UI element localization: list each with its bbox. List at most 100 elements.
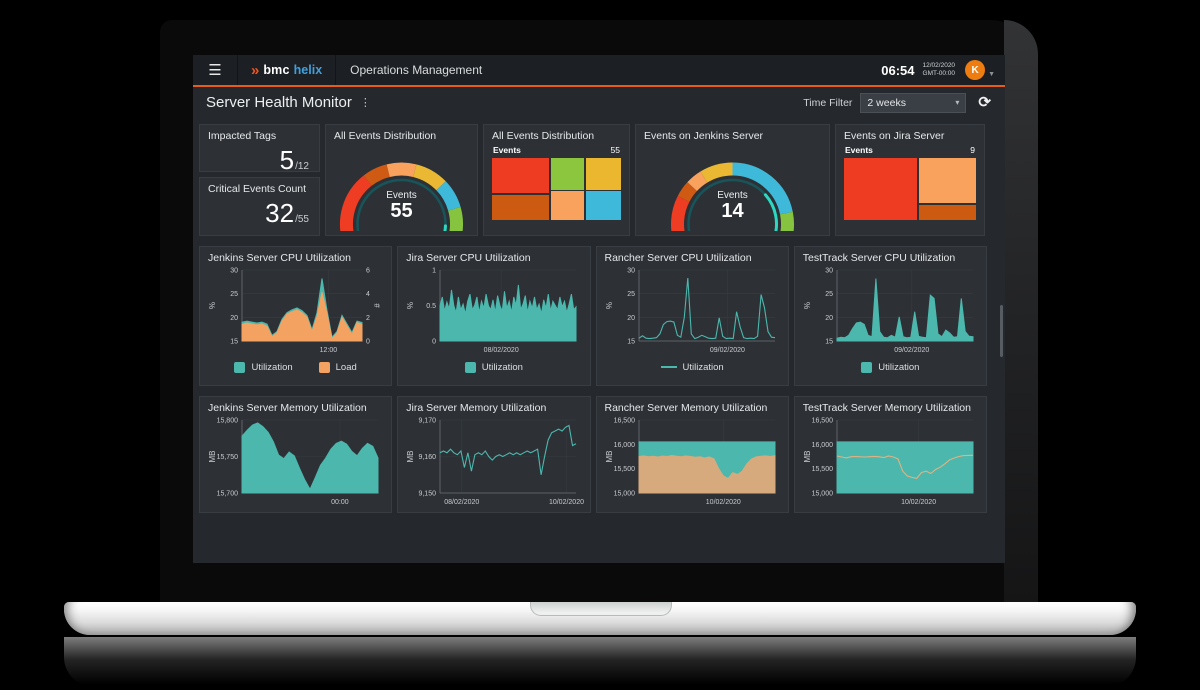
legend-item[interactable]: Utilization: [234, 361, 293, 373]
panel-title: Events on Jenkins Server: [644, 130, 764, 142]
legend-item[interactable]: Load: [318, 361, 357, 373]
treemap-cell[interactable]: [919, 204, 976, 220]
svg-text:15,500: 15,500: [811, 466, 833, 473]
svg-text:09/02/2020: 09/02/2020: [894, 347, 929, 354]
legend-item[interactable]: Utilization: [464, 361, 523, 373]
jenkins-memory-panel[interactable]: Jenkins Server Memory Utilization 15,700…: [199, 396, 393, 513]
line-chart: 15 20 25 30 0 2 4 6 12:00% #: [205, 265, 386, 355]
legend-square-swatch: [234, 361, 246, 373]
critical-events-tile[interactable]: Critical Events Count 32 /55: [199, 177, 320, 236]
svg-text:15: 15: [627, 339, 635, 346]
brand-bmc: bmc: [263, 63, 290, 77]
svg-text:10/02/2020: 10/02/2020: [705, 499, 740, 506]
clock: 06:54: [881, 62, 915, 78]
jira-memory-panel[interactable]: Jira Server Memory Utilization 9,150 9,16…: [397, 396, 591, 513]
svg-text:10/02/2020: 10/02/2020: [901, 499, 936, 506]
avatar[interactable]: K: [965, 60, 986, 80]
treemap-cell[interactable]: [586, 158, 621, 190]
panel-title: Jenkins Server Memory Utilization: [208, 402, 367, 414]
svg-text:9,160: 9,160: [419, 454, 437, 461]
caret-down-icon: ▾: [955, 98, 960, 107]
svg-text:MB: MB: [803, 451, 812, 463]
bmc-helix-logo: » bmc helix: [237, 55, 337, 85]
svg-text:20: 20: [825, 315, 833, 322]
events-jira-treemap-panel[interactable]: Events on Jira Server Events 9: [835, 124, 985, 236]
line-chart: 15 20 25 30 09/02/2020%: [602, 265, 783, 355]
treemap-cell[interactable]: [844, 158, 917, 220]
svg-text:30: 30: [825, 268, 833, 275]
rancher-cpu-panel[interactable]: Rancher Server CPU Utilization 15 20 25 30 0…: [595, 246, 789, 386]
chart-legend: Utilization: [398, 355, 589, 379]
treemap-chart: [492, 158, 621, 220]
brand-helix: helix: [293, 63, 323, 77]
timezone-label: GMT-00:00: [922, 70, 956, 77]
svg-text:08/02/2020: 08/02/2020: [484, 347, 519, 354]
product-title: Operations Management: [350, 63, 483, 77]
jira-cpu-panel[interactable]: Jira Server CPU Utilization 0 0.5 1 08/02/2…: [397, 246, 591, 386]
svg-text:Events: Events: [386, 190, 417, 201]
all-events-distribution-gauge-panel[interactable]: All Events Distribution Events 55: [325, 124, 478, 236]
jenkins-cpu-panel[interactable]: Jenkins Server CPU Utilization 15 20 25 30 0…: [199, 246, 393, 386]
treemap-cell[interactable]: [919, 158, 976, 203]
svg-text:20: 20: [230, 315, 238, 322]
treemap-cell[interactable]: [550, 191, 585, 220]
line-chart: 9,150 9,160 9,170 08/02/2020 10/02/2020 MB: [403, 415, 584, 507]
svg-text:1: 1: [432, 268, 436, 275]
impacted-tags-tile[interactable]: Impacted Tags 5 /12: [199, 124, 320, 175]
rancher-memory-panel[interactable]: Rancher Server Memory Utilization 15,000…: [595, 396, 789, 513]
svg-text:Events: Events: [717, 190, 748, 201]
svg-text:MB: MB: [605, 451, 614, 463]
date-label: 12/02/2020: [922, 61, 956, 69]
svg-text:15,000: 15,000: [811, 491, 833, 498]
svg-text:0.5: 0.5: [427, 303, 437, 310]
svg-text:9,150: 9,150: [419, 491, 437, 498]
all-events-distribution-treemap-panel[interactable]: All Events Distribution Events 55: [483, 124, 630, 236]
tile-title: Impacted Tags: [208, 130, 277, 142]
svg-text:55: 55: [390, 200, 412, 222]
testtrack-cpu-panel[interactable]: TestTrack Server CPU Utilization 15 20 25 3…: [793, 246, 987, 386]
events-jenkins-gauge-panel[interactable]: Events on Jenkins Server Events 14: [635, 124, 830, 236]
chevron-down-icon[interactable]: ▼: [988, 70, 995, 78]
time-filter-label: Time Filter: [803, 96, 853, 109]
svg-text:00:00: 00:00: [331, 499, 349, 506]
svg-text:16,000: 16,000: [811, 442, 833, 449]
svg-text:10/02/2020: 10/02/2020: [549, 499, 584, 506]
dashboard-content: Impacted Tags 5 /12 Critical Events Coun…: [193, 118, 1005, 513]
date-timezone: 12/02/2020 GMT-00:00: [923, 62, 956, 78]
testtrack-memory-panel[interactable]: TestTrack Server Memory Utilization 15,0…: [793, 396, 987, 513]
panel-title: All Events Distribution: [492, 130, 595, 142]
legend-item[interactable]: Utilization: [660, 362, 724, 373]
legend-item[interactable]: Utilization: [861, 361, 919, 373]
svg-text:14: 14: [721, 200, 744, 222]
line-chart: 15,000 15,500 16,000 16,500 10/02/2020 MB: [800, 415, 981, 507]
dashboard-screen: ☰ » bmc helix Operations Management 06:54…: [193, 55, 1005, 563]
svg-text:25: 25: [825, 291, 833, 298]
svg-text:%: %: [605, 302, 614, 309]
menu-icon[interactable]: ☰: [208, 62, 222, 79]
treemap-cell[interactable]: [550, 158, 585, 190]
svg-text:%: %: [208, 302, 217, 309]
svg-text:15,500: 15,500: [613, 466, 635, 473]
treemap-cell[interactable]: [492, 158, 549, 194]
svg-text:%: %: [803, 302, 812, 309]
line-chart: 15 20 25 30 09/02/2020%: [800, 265, 981, 355]
treemap-cell[interactable]: [586, 191, 621, 220]
chart-legend: Utilization: [795, 355, 986, 379]
svg-text:08/02/2020: 08/02/2020: [444, 499, 479, 506]
impacted-tags-value: 5 /12: [279, 145, 309, 175]
legend-label: Utilization: [481, 361, 523, 373]
svg-text:2: 2: [366, 315, 370, 322]
time-filter-select[interactable]: 2 weeks ▾: [860, 92, 967, 113]
svg-text:#: #: [373, 303, 382, 308]
kebab-menu-icon[interactable]: ⋮: [359, 97, 371, 109]
treemap-cell[interactable]: [492, 195, 549, 220]
panel-title: Rancher Server Memory Utilization: [604, 402, 768, 414]
panel-title: Jira Server Memory Utilization: [406, 402, 547, 414]
svg-text:MB: MB: [208, 451, 217, 463]
gauge-chart: Events 14: [640, 143, 825, 231]
panel-title: TestTrack Server Memory Utilization: [802, 402, 971, 414]
scrollbar-thumb[interactable]: [1000, 305, 1003, 357]
svg-text:30: 30: [627, 268, 635, 275]
refresh-icon[interactable]: ⟳: [978, 94, 991, 111]
